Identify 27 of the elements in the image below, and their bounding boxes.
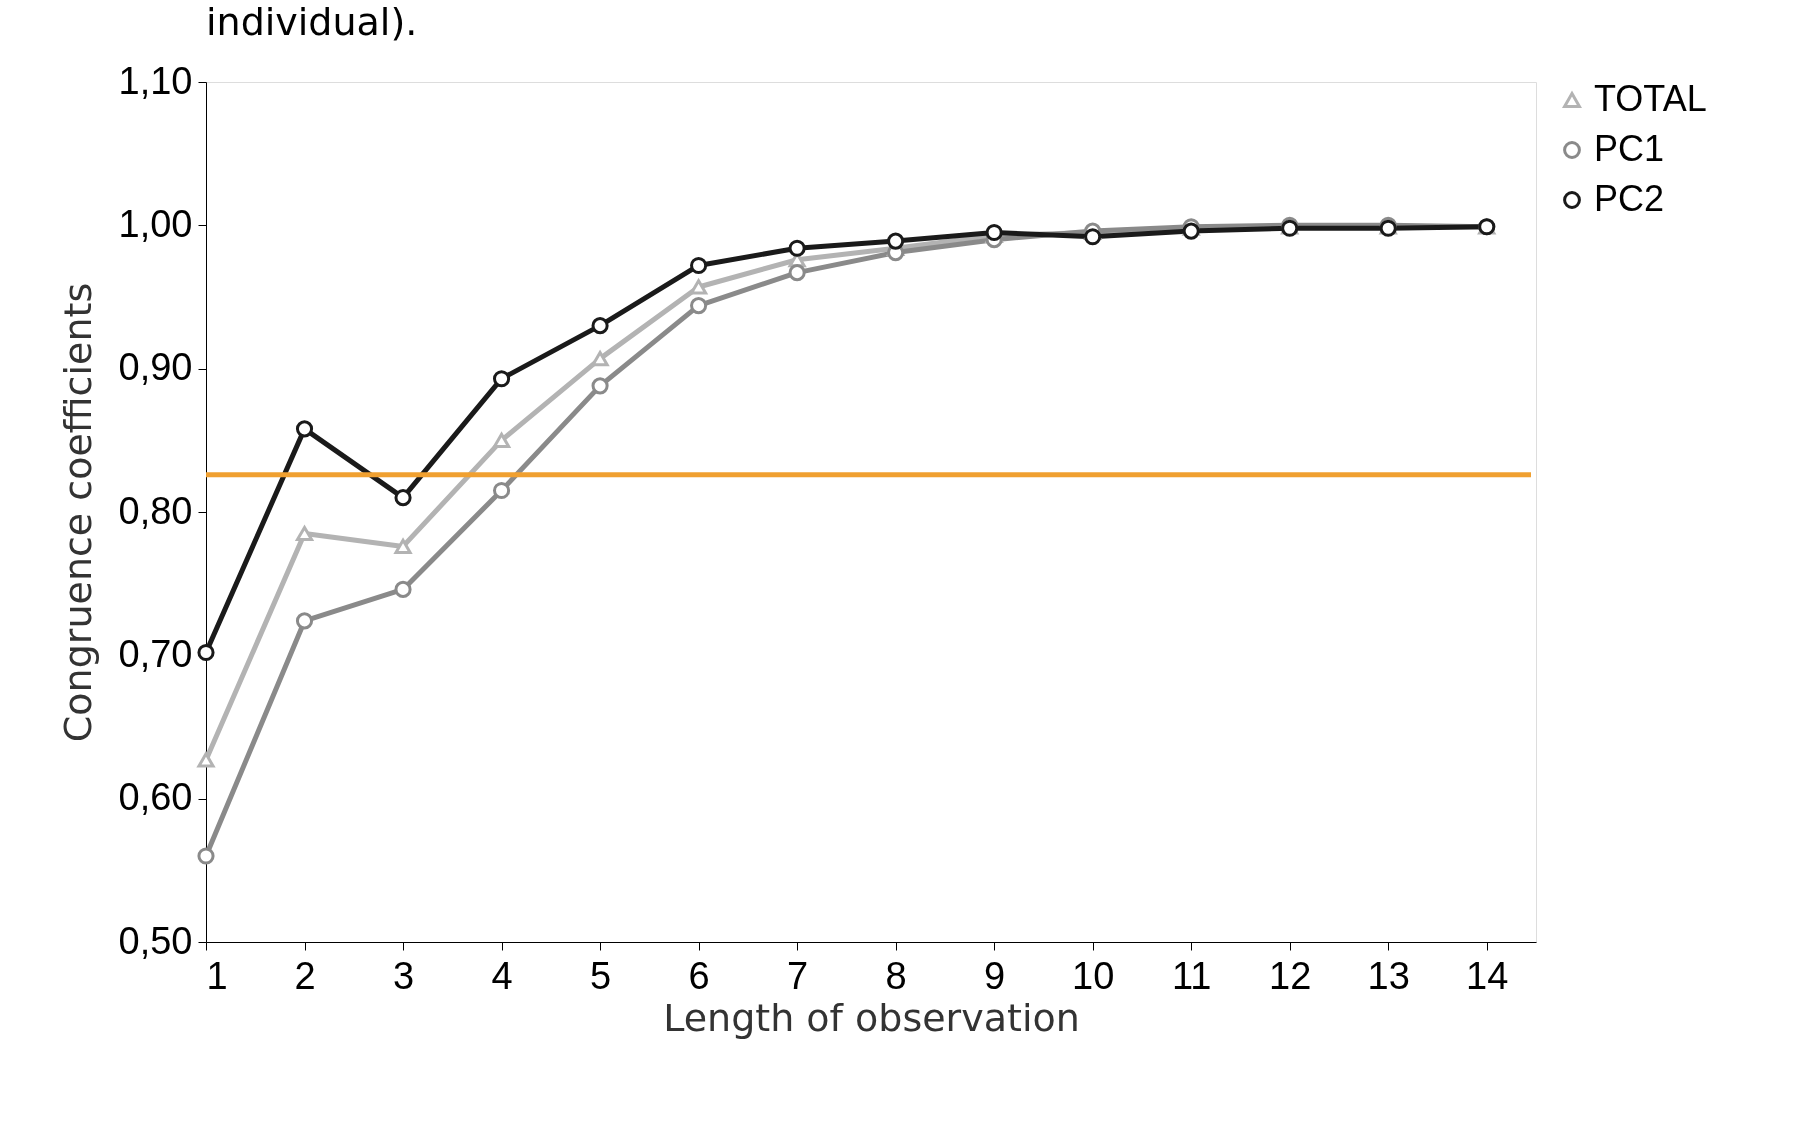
x-tick-label: 13: [1367, 954, 1410, 997]
x-tick-label: 3: [392, 954, 415, 997]
x-tick-label: 6: [688, 954, 710, 997]
y-tick-label: 0,90: [118, 346, 193, 389]
text: individual).: [206, 0, 418, 44]
x-tick-label: 1: [206, 954, 228, 997]
y-tick-label: 1,10: [118, 59, 193, 102]
x-tick-label: 2: [294, 954, 316, 997]
x-tick-label: 8: [885, 954, 907, 997]
y-tick-label: 0,60: [118, 776, 193, 819]
y-tick-label: 0,50: [118, 919, 193, 962]
legend-label: PC2: [1594, 178, 1665, 219]
y-tick-label: 1,00: [118, 202, 193, 245]
x-tick-label: 5: [590, 954, 612, 997]
x-tick-label: 10: [1072, 954, 1115, 997]
y-tick-label: 0,70: [118, 632, 193, 675]
y-tick-label: 0,80: [118, 489, 193, 532]
x-tick-label: 14: [1466, 954, 1509, 997]
x-tick-label: 7: [787, 954, 809, 997]
x-tick-label: 11: [1171, 954, 1212, 997]
x-tick-label: 12: [1269, 954, 1312, 997]
y-axis-title: Congruence coefficients: [55, 282, 100, 743]
x-tick-label: 9: [984, 954, 1006, 997]
legend-label: PC1: [1594, 128, 1665, 169]
x-axis-title: Length of observation: [663, 995, 1080, 1040]
legend-label: TOTAL: [1594, 78, 1707, 119]
x-tick-label: 4: [491, 954, 513, 997]
